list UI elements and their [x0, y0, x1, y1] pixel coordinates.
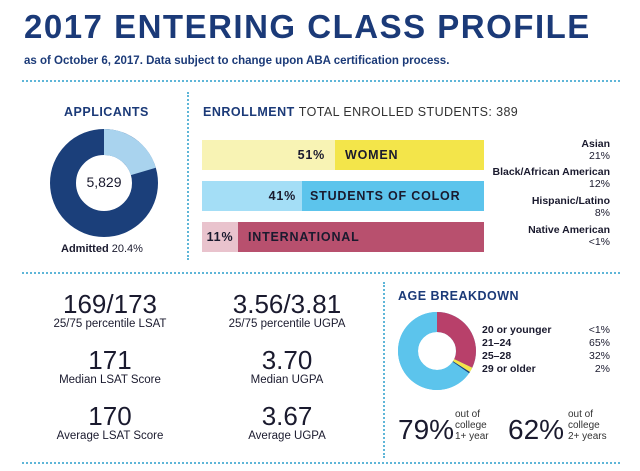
- demographic-native: Native American <1%: [528, 224, 610, 248]
- demo-native-value: <1%: [588, 236, 610, 248]
- admitted-value: 20.4%: [111, 243, 143, 255]
- stat-ugpa-median-label: Median UGPA: [250, 374, 324, 386]
- page-title: 2017 ENTERING CLASS PROFILE: [24, 8, 591, 45]
- age-row: 29 or older 2%: [482, 363, 610, 376]
- demo-native-label: Native American: [528, 224, 610, 236]
- stat-lsat-average-label: Average LSAT Score: [56, 430, 164, 442]
- stat-lsat-2575: 169/173 25/75 percentile LSAT: [40, 290, 180, 331]
- bar-women-pct-area: 51%: [202, 140, 335, 170]
- out-of-college-2yr-value: 62%: [508, 414, 565, 445]
- stat-ugpa-average-label: Average UGPA: [248, 430, 326, 442]
- age-row-value: <1%: [588, 324, 610, 336]
- age-row-label: 21–24: [482, 337, 512, 349]
- page-subtitle: as of October 6, 2017. Data subject to c…: [24, 55, 450, 67]
- out-of-college-2yr-note: out of college 2+ years: [568, 409, 607, 442]
- bar-intl-pct: 11%: [206, 230, 234, 244]
- bar-intl-pct-area: 11%: [202, 222, 238, 252]
- bar-soc-fill: STUDENTS OF COLOR: [302, 181, 484, 211]
- stat-lsat-average-value: 170: [88, 401, 132, 431]
- stat-ugpa-average-value: 3.67: [261, 401, 313, 431]
- note-line: 2+ years: [568, 431, 607, 442]
- stat-lsat-median-label: Median LSAT Score: [59, 374, 161, 386]
- note-line: out of: [568, 409, 594, 420]
- demo-asian-value: 21%: [588, 150, 610, 162]
- out-of-college-1yr-value: 79%: [398, 414, 455, 445]
- bar-women: 51% WOMEN: [202, 140, 484, 170]
- stat-lsat-average: 170 Average LSAT Score: [40, 402, 180, 443]
- admitted-rate: Admitted 20.4%: [61, 243, 143, 255]
- bar-women-pct: 51%: [297, 148, 325, 162]
- demo-asian-label: Asian: [581, 138, 610, 150]
- age-row: 21–24 65%: [482, 337, 610, 350]
- bar-intl-label: INTERNATIONAL: [248, 230, 360, 244]
- stat-lsat-median: 171 Median LSAT Score: [40, 346, 180, 387]
- demo-hispanic-value: 8%: [594, 207, 610, 219]
- bar-students-of-color: 41% STUDENTS OF COLOR: [202, 181, 484, 211]
- demo-black-value: 12%: [588, 178, 610, 190]
- stat-lsat-2575-label: 25/75 percentile LSAT: [53, 318, 167, 330]
- divider-middle: [22, 272, 620, 274]
- age-row-value: 2%: [594, 363, 610, 375]
- applicants-donut-admitted: [50, 129, 158, 237]
- age-row-label: 20 or younger: [482, 324, 552, 336]
- applicants-label: APPLICANTS: [64, 105, 149, 119]
- bar-women-label: WOMEN: [345, 148, 399, 162]
- demographic-asian: Asian 21%: [581, 138, 610, 162]
- stat-ugpa-median-value: 3.70: [261, 345, 313, 375]
- bar-soc-label: STUDENTS OF COLOR: [310, 189, 461, 203]
- demographic-hispanic: Hispanic/Latino 8%: [532, 195, 610, 219]
- enrollment-title: ENROLLMENT: [203, 105, 295, 119]
- bar-international: 11% INTERNATIONAL: [202, 222, 484, 252]
- bar-women-fill: WOMEN: [335, 140, 484, 170]
- age-row: 25–28 32%: [482, 350, 610, 363]
- demo-black-label: Black/African American: [492, 166, 611, 178]
- bar-intl-fill: INTERNATIONAL: [238, 222, 484, 252]
- note-line: out of: [455, 409, 481, 420]
- bar-soc-pct-area: 41%: [202, 181, 302, 211]
- applicants-donut: [50, 129, 158, 237]
- age-table: 20 or younger <1% 21–24 65% 25–28 32% 29…: [482, 324, 610, 376]
- bar-soc-pct: 41%: [268, 189, 296, 203]
- stat-lsat-2575-value: 169/173: [63, 289, 157, 319]
- admitted-label: Admitted: [61, 243, 109, 255]
- divider-vertical-bottom: [383, 282, 385, 458]
- demo-hispanic-label: Hispanic/Latino: [531, 195, 610, 207]
- out-of-college-1yr-note: out of college 1+ year: [455, 409, 489, 442]
- applicants-total: 5,829: [86, 174, 122, 190]
- enrollment-total: TOTAL ENROLLED STUDENTS: 389: [298, 105, 519, 119]
- divider-bottom: [22, 462, 620, 464]
- note-line: college: [568, 420, 600, 431]
- age-row: 20 or younger <1%: [482, 324, 610, 337]
- age-breakdown-label: AGE BREAKDOWN: [398, 289, 520, 303]
- demographic-black: Black/African American 12%: [493, 166, 611, 190]
- age-row-label: 29 or older: [482, 363, 536, 375]
- age-row-value: 65%: [588, 337, 610, 349]
- age-donut-slice: [398, 312, 476, 390]
- stat-lsat-median-value: 171: [88, 345, 132, 375]
- age-donut: [398, 312, 476, 390]
- stat-ugpa-2575: 3.56/3.81 25/75 percentile UGPA: [212, 290, 362, 331]
- stat-ugpa-average: 3.67 Average UGPA: [212, 402, 362, 443]
- stat-ugpa-median: 3.70 Median UGPA: [212, 346, 362, 387]
- note-line: 1+ year: [455, 431, 489, 442]
- enrollment-label: ENROLLMENT TOTAL ENROLLED STUDENTS: 389: [203, 105, 518, 119]
- age-row-label: 25–28: [482, 350, 512, 362]
- divider-vertical-top: [187, 92, 189, 260]
- note-line: college: [455, 420, 487, 431]
- divider-top: [22, 80, 620, 82]
- stat-ugpa-2575-label: 25/75 percentile UGPA: [228, 318, 346, 330]
- stat-ugpa-2575-value: 3.56/3.81: [232, 289, 342, 319]
- age-donut-slice: [398, 312, 476, 390]
- age-row-value: 32%: [588, 350, 610, 362]
